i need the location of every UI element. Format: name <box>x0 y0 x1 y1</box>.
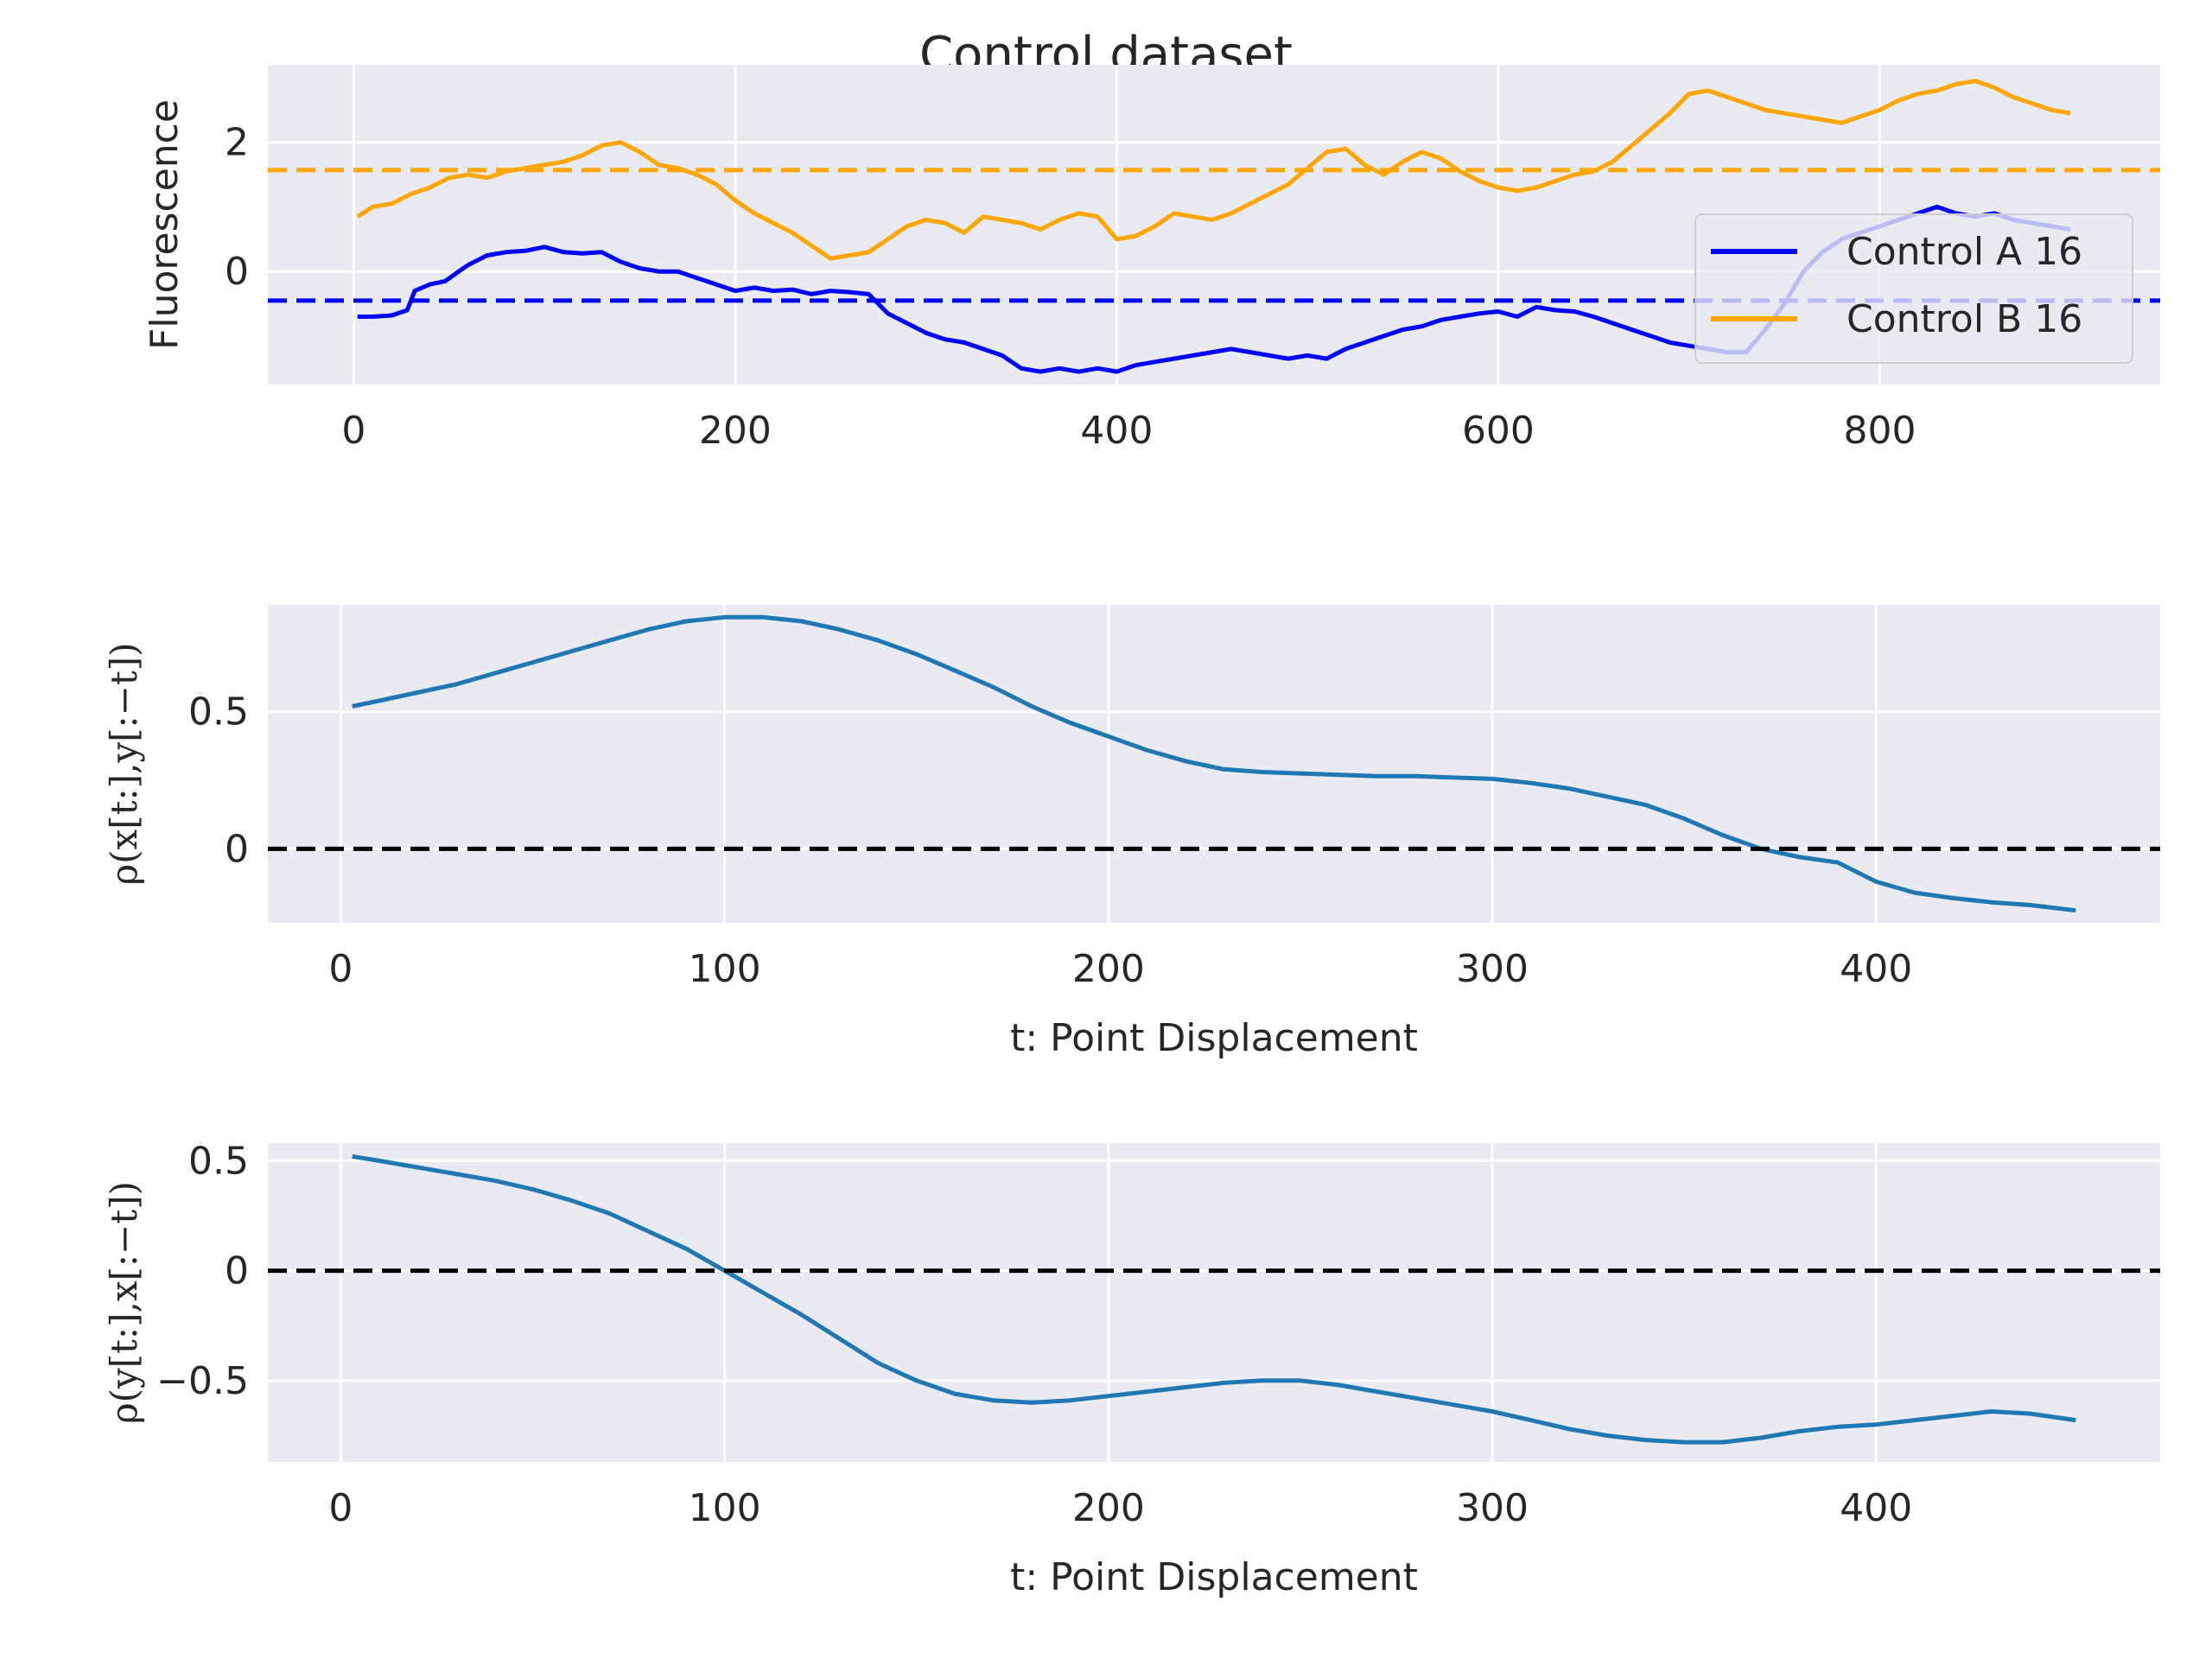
y-tick-label: 0 <box>225 827 249 871</box>
x-tick-label: 300 <box>1456 1486 1529 1530</box>
x-tick-label: 300 <box>1456 947 1529 991</box>
y-axis-label: Fluorescence <box>143 99 187 350</box>
x-tick-label: 400 <box>1840 947 1912 991</box>
x-tick-label: 800 <box>1843 409 1916 453</box>
x-tick-label: 100 <box>689 1486 761 1530</box>
x-tick-label: 0 <box>328 1486 353 1530</box>
axes-background <box>268 605 2160 923</box>
legend-label: Control A 16 <box>1847 230 2082 274</box>
x-tick-label: 600 <box>1462 409 1535 453</box>
x-tick-label: 0 <box>341 409 365 453</box>
series-line-0 <box>352 614 2076 913</box>
y-tick-label: 0 <box>225 250 249 294</box>
x-tick-label: 0 <box>328 947 353 991</box>
legend-box <box>1694 213 2133 364</box>
plot-area <box>268 1154 2160 1445</box>
panel-cross-correlation-yx: 0 100 200 300 400 −0.5 0 0.5 t: Point Displaceme… <box>103 1139 2160 1599</box>
y-tick-label: −0.5 <box>156 1359 249 1403</box>
y-axis-label: ρ(x[t:],y[:−t]) <box>103 642 145 885</box>
x-tick-label: 100 <box>689 947 761 991</box>
x-tick-label: 400 <box>1080 409 1153 453</box>
y-tick-label: 0.5 <box>188 1139 249 1183</box>
y-tick-label: 2 <box>225 121 249 165</box>
series-line-0 <box>352 1154 2076 1445</box>
y-tick-label: 0 <box>225 1249 249 1294</box>
y-axis-label: ρ(y[t:],x[:−t]) <box>103 1181 145 1424</box>
y-tick-label: 0.5 <box>188 690 249 734</box>
series-line-control-b-16 <box>356 79 2071 261</box>
legend-label: Control B 16 <box>1847 297 2082 341</box>
x-tick-label: 200 <box>1072 947 1145 991</box>
x-tick-label: 400 <box>1840 1486 1912 1530</box>
axes-background <box>268 1143 2160 1462</box>
x-tick-label: 200 <box>1072 1486 1145 1530</box>
x-axis-label: t: Point Displacement <box>1010 1016 1418 1060</box>
x-axis-label: t: Point Displacement <box>1010 1555 1418 1599</box>
panel-cross-correlation-xy: 0 100 200 300 400 0 0.5 t: Point Displacement ρ(… <box>103 605 2160 1060</box>
plot-area <box>268 614 2160 913</box>
panel-fluorescence: 0 200 400 600 800 0 2 Fluorescence Control A 16 C… <box>143 65 2160 453</box>
x-tick-label: 200 <box>699 409 772 453</box>
